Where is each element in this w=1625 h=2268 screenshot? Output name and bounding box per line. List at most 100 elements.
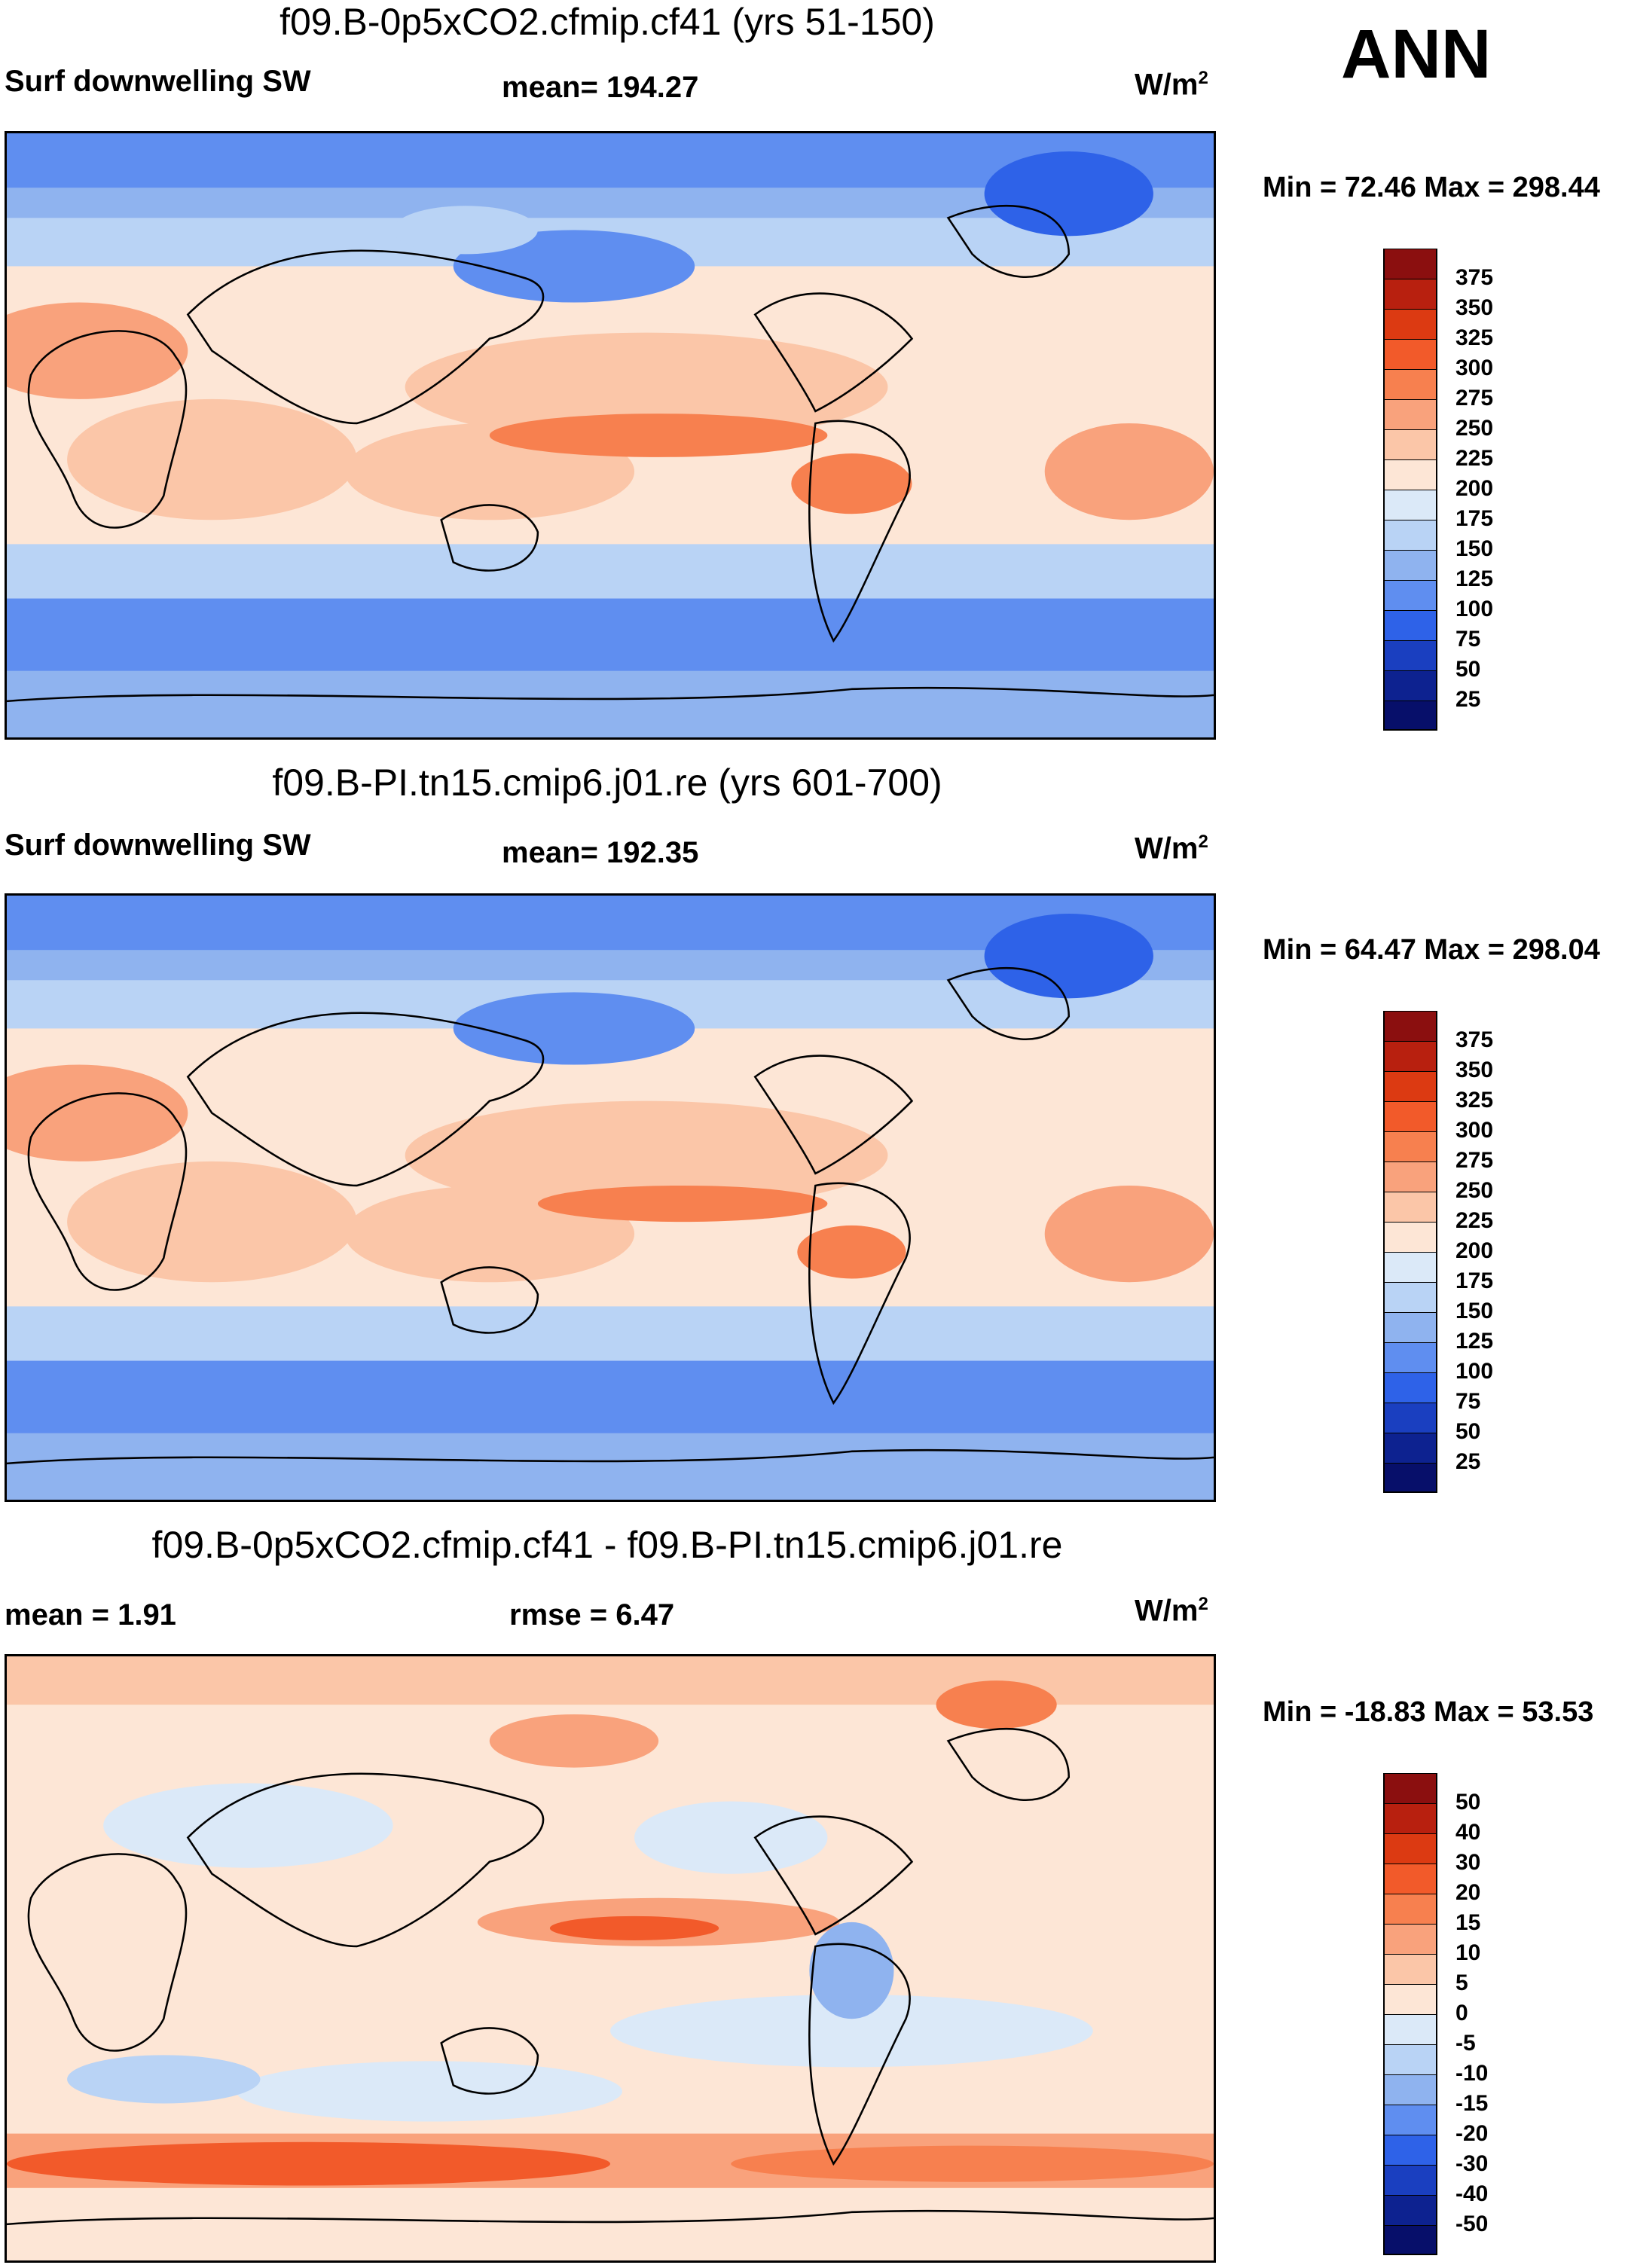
colorbar-swatch [1383,701,1437,731]
colorbar-label: 350 [1455,295,1494,320]
colorbar-swatch [1383,2044,1437,2074]
colorbar-label: 100 [1455,597,1494,621]
colorbar-swatch [1383,640,1437,670]
panel-1-units-exp: 2 [1198,68,1208,88]
panel-1-title: f09.B-0p5xCO2.cfmip.cf41 (yrs 51-150) [279,1,935,43]
colorbar-swatch [1383,1773,1437,1803]
colorbar-label: 15 [1455,1910,1481,1935]
colorbar-label: 250 [1455,1178,1494,1203]
colorbar-swatch [1383,1433,1437,1463]
colorbar-label: 200 [1455,476,1494,501]
colorbar-label: 325 [1455,1088,1494,1113]
panel-3-map-svg [7,1656,1214,2260]
colorbar-label: -50 [1455,2212,1489,2236]
colorbar-label: -5 [1455,2031,1476,2056]
colorbar-swatch [1383,459,1437,490]
panel-2-colorbar: 375 350 325 300 275 250 225 200 175 150 125 100 75 50… [1383,1011,1519,1493]
panel-1-mean-label: mean= 194.27 [502,71,699,104]
panel-2-map-svg [7,896,1214,1500]
panel-2-units-base: W/m [1135,832,1199,865]
colorbar-label: -15 [1455,2091,1489,2116]
colorbar-label: 150 [1455,536,1494,561]
colorbar-label: 125 [1455,566,1494,591]
colorbar-label: 25 [1455,687,1481,712]
panel-3-minmax: Min = -18.83 Max = 53.53 [1263,1696,1594,1728]
colorbar-label: 50 [1455,657,1481,682]
panel-1-units: W/m2 [1135,68,1208,102]
colorbar-label: 75 [1455,1389,1481,1414]
panel-3-colorbar: 50 40 30 20 15 10 5 0 -5 -10 -15 -20 -30 -40 -50 [1383,1773,1519,2255]
colorbar-label: 250 [1455,416,1494,441]
colorbar-swatch [1383,670,1437,701]
colorbar-label: 275 [1455,386,1494,411]
colorbar-swatch [1383,1282,1437,1312]
panel-2-minmax: Min = 64.47 Max = 298.04 [1263,934,1600,966]
panel-1-map-svg [7,133,1214,737]
colorbar-swatch [1383,1222,1437,1252]
colorbar-label: 225 [1455,446,1494,471]
colorbar-swatch [1383,279,1437,309]
panel-3-mean-label: mean = 1.91 [5,1598,176,1632]
colorbar-label: -40 [1455,2181,1489,2206]
panel-2-mean-label: mean= 192.35 [502,836,699,869]
colorbar-swatch [1383,2195,1437,2225]
colorbar-label: 125 [1455,1329,1494,1354]
panel-3-units-base: W/m [1135,1594,1199,1628]
colorbar-swatch [1383,399,1437,429]
panel-2-variable-label: Surf downwelling SW [5,829,311,862]
colorbar-swatch [1383,1984,1437,2014]
colorbar-label: 175 [1455,506,1494,531]
colorbar-label: 300 [1455,1118,1494,1143]
panel-2-title: f09.B-PI.tn15.cmip6.j01.re (yrs 601-700) [272,762,942,804]
panel-3-units: W/m2 [1135,1594,1208,1628]
colorbar-swatch [1383,2074,1437,2105]
colorbar-swatch [1383,429,1437,459]
colorbar-label: -30 [1455,2151,1489,2176]
colorbar-label: 40 [1455,1820,1481,1845]
colorbar-label: 350 [1455,1058,1494,1082]
colorbar-swatch [1383,339,1437,369]
panel-3-title: f09.B-0p5xCO2.cfmip.cf41 - f09.B-PI.tn15… [151,1524,1063,1566]
colorbar-label: 5 [1455,1970,1468,1995]
colorbar-label: 375 [1455,1027,1494,1052]
colorbar-label: 50 [1455,1790,1481,1815]
panel-2-units-exp: 2 [1198,832,1208,852]
colorbar-label: -20 [1455,2121,1489,2146]
colorbar-swatch [1383,1131,1437,1161]
colorbar-label: 20 [1455,1880,1481,1905]
colorbar-label: 225 [1455,1208,1494,1233]
colorbar-swatch [1383,1403,1437,1433]
colorbar-swatch [1383,1833,1437,1864]
colorbar-swatch [1383,2165,1437,2195]
colorbar-swatch [1383,249,1437,279]
colorbar-swatch [1383,1252,1437,1282]
colorbar-swatch [1383,1463,1437,1493]
panel-1-variable-label: Surf downwelling SW [5,65,311,98]
colorbar-swatch [1383,610,1437,640]
colorbar-swatch [1383,1894,1437,1924]
colorbar-label: 100 [1455,1359,1494,1384]
panel-1-units-base: W/m [1135,68,1199,102]
colorbar-swatch [1383,1803,1437,1833]
colorbar-swatch [1383,520,1437,550]
colorbar-swatch [1383,369,1437,399]
panel-2-units: W/m2 [1135,832,1208,865]
panel-3-units-exp: 2 [1198,1594,1208,1614]
colorbar-label: 0 [1455,2001,1468,2025]
panel-3-rmse-label: rmse = 6.47 [509,1598,675,1632]
colorbar-swatch [1383,1312,1437,1342]
colorbar-label: 75 [1455,627,1481,652]
colorbar-swatch [1383,1071,1437,1101]
colorbar-label: 50 [1455,1419,1481,1444]
panel-1-minmax: Min = 72.46 Max = 298.44 [1263,172,1600,203]
panel-3-map [5,1654,1216,2263]
colorbar-swatch [1383,309,1437,339]
panel-1-colorbar: 375 350 325 300 275 250 225 200 175 150 125 100 75 50… [1383,249,1519,731]
colorbar-swatch [1383,1192,1437,1222]
colorbar-swatch [1383,1342,1437,1372]
colorbar-swatch [1383,1041,1437,1071]
colorbar-label: 375 [1455,265,1494,290]
colorbar-swatch [1383,550,1437,580]
colorbar-label: 150 [1455,1299,1494,1323]
colorbar-swatch [1383,1372,1437,1403]
